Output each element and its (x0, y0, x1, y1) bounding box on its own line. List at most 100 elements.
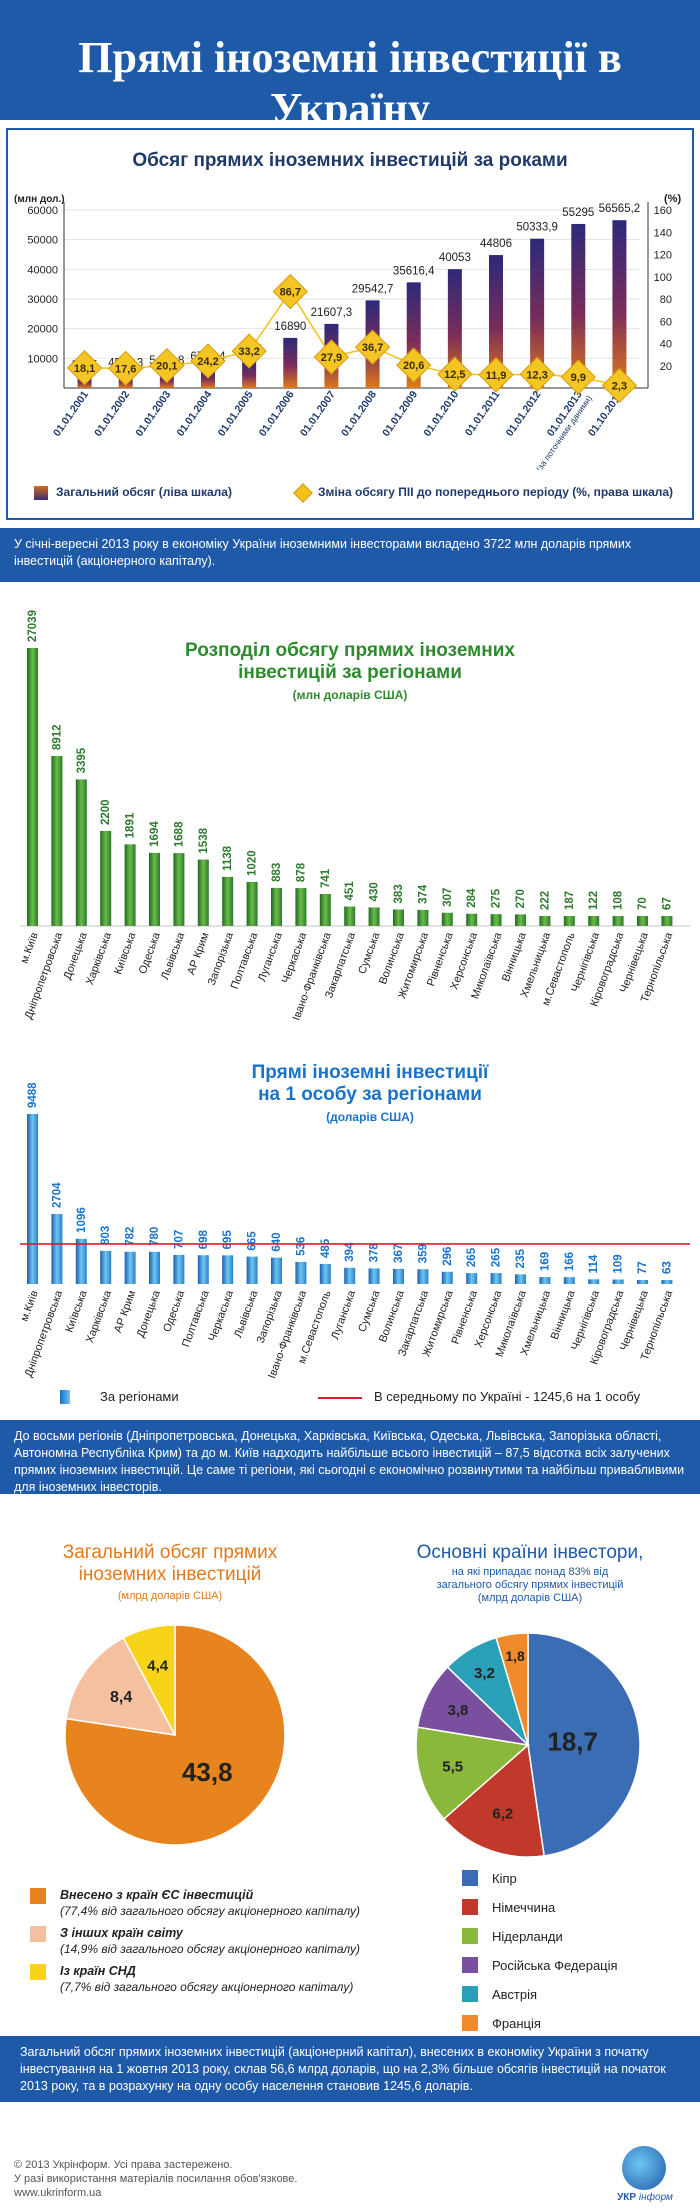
bar-total-label: 21607,3 (311, 307, 353, 319)
percap-legend-avg: В середньому по Україні - 1245,6 на 1 ос… (374, 1389, 641, 1404)
percap-label: Київська (63, 1288, 90, 1334)
change-diamond (519, 356, 555, 392)
percap-legend-line (318, 1397, 362, 1399)
x-tick-label: 01.01.2004 (174, 389, 214, 439)
percap-value: 367 (393, 1244, 405, 1263)
percap-bar (124, 1251, 136, 1284)
region-bar (197, 859, 209, 926)
pie1-title-line2: іноземних інвестицій (78, 1564, 262, 1585)
percap-value: 698 (198, 1229, 210, 1249)
region-bar (51, 756, 63, 926)
percap-value: 2704 (51, 1182, 63, 1208)
region-bar (173, 853, 185, 926)
pie2-title: Основні країни інвестори, (416, 1542, 644, 1563)
change-diamond (437, 356, 473, 392)
change-label: 24,2 (197, 356, 218, 368)
region-value: 883 (271, 863, 283, 882)
bar-total-label: 44806 (480, 238, 512, 250)
percap-bar (295, 1261, 307, 1284)
bar-total-label: 35616,4 (393, 265, 435, 277)
percap-value: 77 (637, 1261, 649, 1274)
pie1-legend: Внесено з країн ЄС інвестицій (77,4% від … (26, 1886, 446, 2006)
percap-label: Одеська (161, 1288, 187, 1334)
region-bar (466, 913, 478, 926)
percap-bar (51, 1214, 63, 1284)
region-value: 27039 (27, 610, 39, 642)
region-bar (271, 887, 282, 926)
pie1-legend-sub: (7,7% від загального обсягу акціонерного… (60, 1980, 354, 1994)
bar-total-label: 29542,7 (352, 283, 394, 295)
region-bar (661, 916, 673, 926)
change-diamond (601, 367, 638, 404)
pie2-legend-swatch (462, 1899, 478, 1915)
x-tick-label: 01.01.2006 (257, 389, 297, 439)
pie1-legend-item: З інших країн світу (14,9% від загального… (26, 1924, 446, 1960)
pie2-subtitle: на які припадає понад 83% від загального… (380, 1566, 680, 1605)
percap-value: 695 (222, 1230, 234, 1250)
change-label: 12,5 (444, 369, 465, 381)
y-left-tick: 40000 (27, 264, 58, 276)
y-right-tick: 40 (660, 339, 672, 351)
pie2-legend-label: Нідерланди (492, 1929, 563, 1944)
region-value: 383 (393, 884, 405, 903)
region-value: 8912 (51, 724, 63, 750)
percap-bar (246, 1256, 258, 1284)
change-label: 9,9 (571, 372, 586, 384)
y-right-tick: 60 (660, 316, 672, 328)
regions-title-line1: Розподіл обсягу прямих іноземних (185, 640, 515, 661)
region-bar (393, 909, 404, 926)
y-left-tick: 20000 (27, 324, 58, 336)
region-value: 878 (295, 862, 307, 882)
percap-value: 235 (515, 1249, 527, 1269)
region-value: 108 (613, 890, 625, 910)
summary-text: Загальний обсяг прямих іноземних інвести… (20, 2045, 666, 2093)
pie2-legend-label: Німеччина (492, 1900, 556, 1915)
france-value: 1,8 (505, 1648, 525, 1664)
legend-total-label: Загальний обсяг (ліва шкала) (56, 485, 232, 499)
x-tick-label: 01.01.2009 (380, 389, 420, 439)
change-label: 17,6 (115, 363, 136, 375)
legend-change-label: Зміна обсягу ПІІ до попереднього періоду… (318, 485, 674, 499)
x-tick-label: 01.01.2001 (51, 389, 91, 439)
percap-bar (75, 1238, 87, 1284)
region-value: 1688 (173, 821, 185, 847)
region-bar (246, 881, 258, 926)
percap-bar (100, 1250, 112, 1284)
y-right-tick: 160 (654, 205, 672, 217)
mid-band: До восьми регіонів (Дніпропетровська, До… (0, 1420, 700, 1494)
pie1-title: Загальний обсяг прямих іноземних інвести… (40, 1542, 300, 1586)
ukrinform-logo-icon (622, 2146, 666, 2190)
world-slice (65, 1636, 177, 1736)
region-bar (637, 916, 648, 926)
region-bar (75, 779, 87, 926)
austria-value: 3,2 (474, 1665, 495, 1682)
netherlands-value: 5,5 (442, 1759, 463, 1776)
region-bar (441, 912, 453, 926)
percap-subtitle: (доларів США) (326, 1110, 414, 1124)
percap-title-line1: Прямі іноземні інвестиції (251, 1062, 489, 1083)
pie1-legend-label: З інших країн світу (60, 1926, 183, 1940)
percap-label: АР Крим (112, 1289, 138, 1334)
percap-label: Львівська (232, 1288, 260, 1339)
region-label: Харківська (84, 930, 114, 987)
region-label: Вінницька (500, 930, 529, 983)
change-label: 2,3 (612, 380, 627, 392)
percap-value: 782 (125, 1227, 137, 1246)
region-value: 374 (417, 884, 429, 904)
left-unit: (млн дол.) (14, 194, 65, 205)
region-label: АР Крим (185, 931, 211, 976)
annual-chart: (млн дол.) (%) 10000 20000 30000 40000 50000 60… (14, 193, 681, 470)
intro-text: У січні-вересні 2013 року в економіку Ук… (14, 537, 632, 568)
percap-legend: За регіонами В середньому по Україні - 1… (60, 1386, 700, 1410)
pie2-legend-item: Австрія (462, 1984, 692, 2008)
percap-bar (393, 1268, 404, 1284)
footer-url[interactable]: www.ukrinform.ua (14, 2187, 102, 2199)
pie1-chart: 43,8 8,4 4,4 (64, 1624, 286, 1846)
region-bar (612, 916, 624, 926)
x-tick-label: 01.01.2002 (92, 389, 132, 439)
pie1-legend-swatch (30, 1888, 46, 1904)
percap-bar (441, 1271, 453, 1284)
percap-bar (222, 1255, 234, 1284)
region-bar (539, 916, 551, 926)
bar-total (242, 361, 257, 388)
